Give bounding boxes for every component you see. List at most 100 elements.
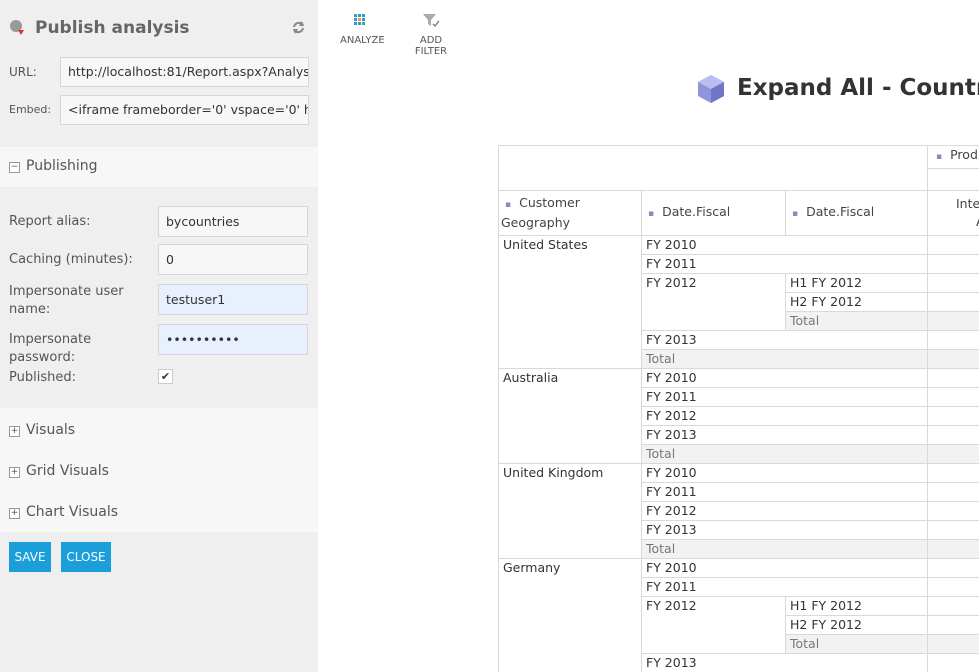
value-cell (927, 254, 979, 274)
published-checkbox[interactable]: ✔ (158, 369, 173, 384)
field-input[interactable]: 0 (158, 244, 308, 275)
toolbar-label[interactable]: ADD FILTER (414, 35, 448, 57)
value-cell (927, 425, 979, 445)
grid-container: Prod Acc Customer Geography Date.Fiscal Date… (498, 145, 979, 672)
header-text: Date.Fiscal (806, 204, 875, 219)
url-label: URL: (9, 65, 37, 79)
value-cell (927, 577, 979, 597)
panel-title: Publish analysis (35, 18, 190, 38)
data-row: Total (499, 634, 979, 654)
published-label: Published: (9, 370, 76, 385)
year-cell: FY 2010 (641, 235, 928, 255)
year-cell: FY 2012 (641, 501, 928, 521)
value-cell (927, 406, 979, 426)
value-cell (927, 387, 979, 407)
section-title: Grid Visuals (26, 463, 109, 479)
measure-header: Inte A (927, 190, 979, 236)
column-header: Date.Fiscal (785, 190, 928, 236)
total-cell: Total (641, 349, 928, 369)
value-cell (927, 482, 979, 502)
year-cell: FY 2010 (641, 463, 928, 483)
total-cell: Total (785, 311, 928, 331)
data-row: H2 FY 2012 (499, 292, 979, 312)
data-row: FY 2013 (499, 330, 979, 350)
field-label: Caching (minutes): (9, 252, 133, 267)
year-cell: FY 2013 (641, 653, 928, 672)
year-cell: FY 2012 (641, 596, 786, 654)
analyze-icon[interactable] (353, 13, 367, 30)
bullet (644, 204, 662, 219)
year-cell: FY 2011 (641, 254, 928, 274)
embed-input[interactable]: <iframe frameborder='0' vspace='0' hsp (60, 95, 309, 125)
year-cell: FY 2013 (641, 330, 928, 350)
header-row: Prod (498, 145, 979, 191)
column-header: Acc (927, 167, 979, 191)
analyze-glyph (354, 14, 365, 25)
section-title: Visuals (26, 422, 76, 438)
value-cell (927, 558, 979, 578)
value-cell (927, 368, 979, 388)
value-cell (927, 311, 979, 331)
data-row: United Kingdom FY 2010 (498, 463, 979, 559)
data-row: United States FY 2010 (498, 235, 979, 369)
field-input[interactable]: testuser1 (158, 284, 308, 315)
refresh-button[interactable] (291, 20, 306, 35)
country-cell: United States (498, 235, 642, 369)
value-cell (927, 349, 979, 369)
expand-icon: + (9, 467, 20, 478)
corner-cell (498, 145, 928, 191)
section-header[interactable]: + Grid Visuals (9, 463, 109, 479)
value-cell (927, 615, 979, 635)
half-cell: H2 FY 2012 (785, 292, 928, 312)
field-label: Report alias: (9, 214, 91, 229)
value-cell (927, 273, 979, 293)
field-input[interactable]: •••••••••• (158, 324, 308, 355)
section-title: Chart Visuals (26, 504, 119, 520)
value-cell (927, 520, 979, 540)
value-cell (927, 634, 979, 654)
expand-icon: + (9, 426, 20, 437)
year-cell: FY 2013 (641, 425, 928, 445)
year-cell: FY 2011 (641, 577, 928, 597)
data-row: Germany FY 2010 (498, 558, 979, 672)
total-cell: Total (641, 539, 928, 559)
section-header[interactable]: + Visuals (9, 422, 75, 438)
bullet (501, 195, 519, 210)
half-cell: H2 FY 2012 (785, 615, 928, 635)
country-cell: Germany (498, 558, 642, 672)
pivot-grid: Prod Acc Customer Geography Date.Fiscal Date… (498, 145, 979, 672)
column-header: Customer Geography (498, 190, 642, 236)
year-cell: FY 2011 (641, 387, 928, 407)
data-row: FY 2012 (499, 501, 979, 521)
section-header[interactable]: + Chart Visuals (9, 504, 118, 520)
header-text: Customer Geography (501, 195, 580, 230)
publishing-text: Publishing (26, 158, 98, 174)
filter-glyph (423, 14, 440, 28)
year-cell: FY 2012 (641, 273, 786, 331)
data-row: Total (499, 311, 979, 331)
toolbar-label[interactable]: ANALYZE (340, 35, 385, 46)
half-cell: H1 FY 2012 (785, 596, 928, 616)
url-input[interactable]: http://localhost:81/Report.aspx?Analysis (60, 57, 309, 87)
column-header: Date.Fiscal (641, 190, 786, 236)
value-cell (927, 539, 979, 559)
filter-icon[interactable] (422, 13, 440, 32)
year-cell: FY 2013 (641, 520, 928, 540)
data-row: Australia FY 2010 (498, 368, 979, 464)
year-cell: FY 2012 (641, 406, 928, 426)
button[interactable]: SAVE (9, 542, 51, 572)
total-cell: Total (641, 444, 928, 464)
field-input[interactable]: bycountries (158, 206, 308, 237)
button[interactable]: CLOSE (61, 542, 111, 572)
value-cell (927, 463, 979, 483)
value-cell (927, 292, 979, 312)
sections: + Visuals + Grid Visuals + Chart Visuals (0, 408, 318, 532)
publishing-header[interactable]: − Publishing (0, 147, 318, 187)
panel-icon (10, 20, 24, 35)
year-cell: FY 2010 (641, 368, 928, 388)
header-text: Date.Fiscal (662, 204, 731, 219)
header-text: Inte (956, 196, 979, 211)
expand-icon: + (9, 508, 20, 519)
report-title: Expand All - Country (737, 75, 979, 101)
data-row: FY 2011 (499, 387, 979, 407)
